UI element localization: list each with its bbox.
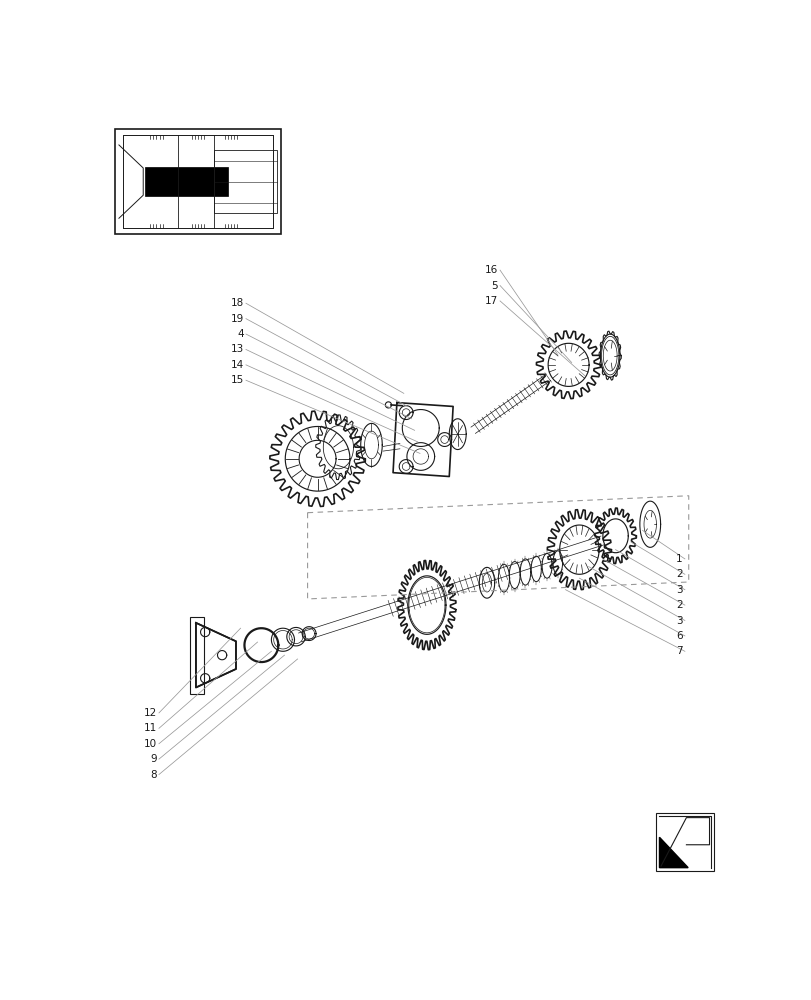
Text: 5: 5	[491, 281, 497, 291]
Text: 9: 9	[150, 754, 157, 764]
Text: 11: 11	[144, 723, 157, 733]
Bar	[115, 129, 281, 234]
Text: 2: 2	[675, 569, 682, 579]
Text: 3: 3	[675, 615, 682, 626]
Text: 14: 14	[230, 360, 243, 370]
Text: 18: 18	[230, 298, 243, 308]
Text: 16: 16	[484, 265, 497, 275]
Text: 17: 17	[484, 296, 497, 306]
Bar	[144, 167, 227, 196]
Text: 3: 3	[675, 585, 682, 595]
Bar	[214, 150, 277, 213]
Text: 4: 4	[237, 329, 243, 339]
Text: 19: 19	[230, 314, 243, 324]
Polygon shape	[659, 816, 710, 868]
Text: 1: 1	[675, 554, 682, 564]
Bar	[190, 617, 204, 694]
Text: 6: 6	[675, 631, 682, 641]
Text: 10: 10	[144, 739, 157, 749]
Text: 13: 13	[230, 344, 243, 354]
Text: 8: 8	[150, 770, 157, 780]
Bar	[655, 813, 713, 871]
Text: 2: 2	[675, 600, 682, 610]
Polygon shape	[195, 623, 236, 687]
Polygon shape	[659, 837, 687, 868]
Text: 15: 15	[230, 375, 243, 385]
Text: 7: 7	[675, 646, 682, 656]
Text: 12: 12	[144, 708, 157, 718]
